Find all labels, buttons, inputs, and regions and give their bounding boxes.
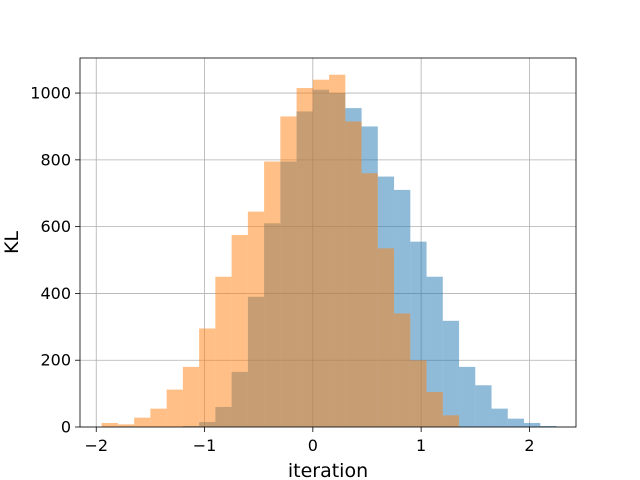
histogram-bar bbox=[296, 88, 313, 428]
y-tick-label: 800 bbox=[40, 150, 71, 169]
y-tick-label: 200 bbox=[40, 351, 71, 370]
histogram-bar bbox=[524, 422, 541, 427]
histogram-bar bbox=[361, 173, 378, 427]
x-tick-label: 1 bbox=[416, 436, 426, 455]
histogram-bar bbox=[134, 417, 151, 427]
histogram-bar bbox=[377, 248, 395, 427]
x-tick-label: 2 bbox=[524, 436, 534, 455]
histogram-bar bbox=[394, 313, 411, 427]
x-tick-label: −1 bbox=[193, 436, 217, 455]
histogram-bar bbox=[410, 360, 427, 427]
histogram-bar bbox=[345, 121, 362, 427]
histogram-bar bbox=[182, 366, 200, 427]
histogram-bar bbox=[491, 408, 508, 427]
x-tick-label: −2 bbox=[84, 436, 108, 455]
x-axis-label: iteration bbox=[288, 460, 368, 480]
series-1 bbox=[101, 74, 460, 428]
y-axis-label: KL bbox=[1, 231, 23, 254]
histogram-bar bbox=[215, 276, 232, 427]
histogram-bar bbox=[426, 391, 443, 427]
bars bbox=[101, 74, 557, 428]
histogram-bar bbox=[166, 389, 183, 427]
histogram-bar bbox=[312, 79, 330, 428]
y-tick-label: 400 bbox=[40, 284, 71, 303]
histogram-bar bbox=[442, 415, 460, 427]
y-tick-label: 600 bbox=[40, 217, 71, 236]
histogram-bar bbox=[475, 385, 492, 427]
histogram-bar bbox=[459, 366, 476, 427]
histogram-bar bbox=[150, 408, 167, 427]
histogram-bar bbox=[231, 234, 248, 427]
histogram-bar bbox=[101, 422, 118, 427]
histogram-bar bbox=[280, 116, 297, 428]
histogram-bar bbox=[329, 74, 346, 427]
histogram-bar bbox=[426, 276, 443, 427]
histogram-bar bbox=[117, 424, 135, 427]
plot-frame bbox=[79, 57, 577, 428]
histogram-bar bbox=[264, 161, 281, 427]
y-tick-label: 0 bbox=[61, 418, 71, 437]
y-tick-label: 1000 bbox=[30, 84, 71, 103]
histogram-bar bbox=[540, 425, 557, 427]
histogram-bar bbox=[199, 328, 216, 427]
histogram-bar bbox=[507, 418, 525, 427]
ticks: −2 −1 0 1 2 0 200 400 600 800 1000 bbox=[30, 84, 534, 455]
histogram-bar bbox=[247, 211, 265, 427]
x-tick-label: 0 bbox=[308, 436, 318, 455]
histogram-bar bbox=[442, 320, 460, 427]
